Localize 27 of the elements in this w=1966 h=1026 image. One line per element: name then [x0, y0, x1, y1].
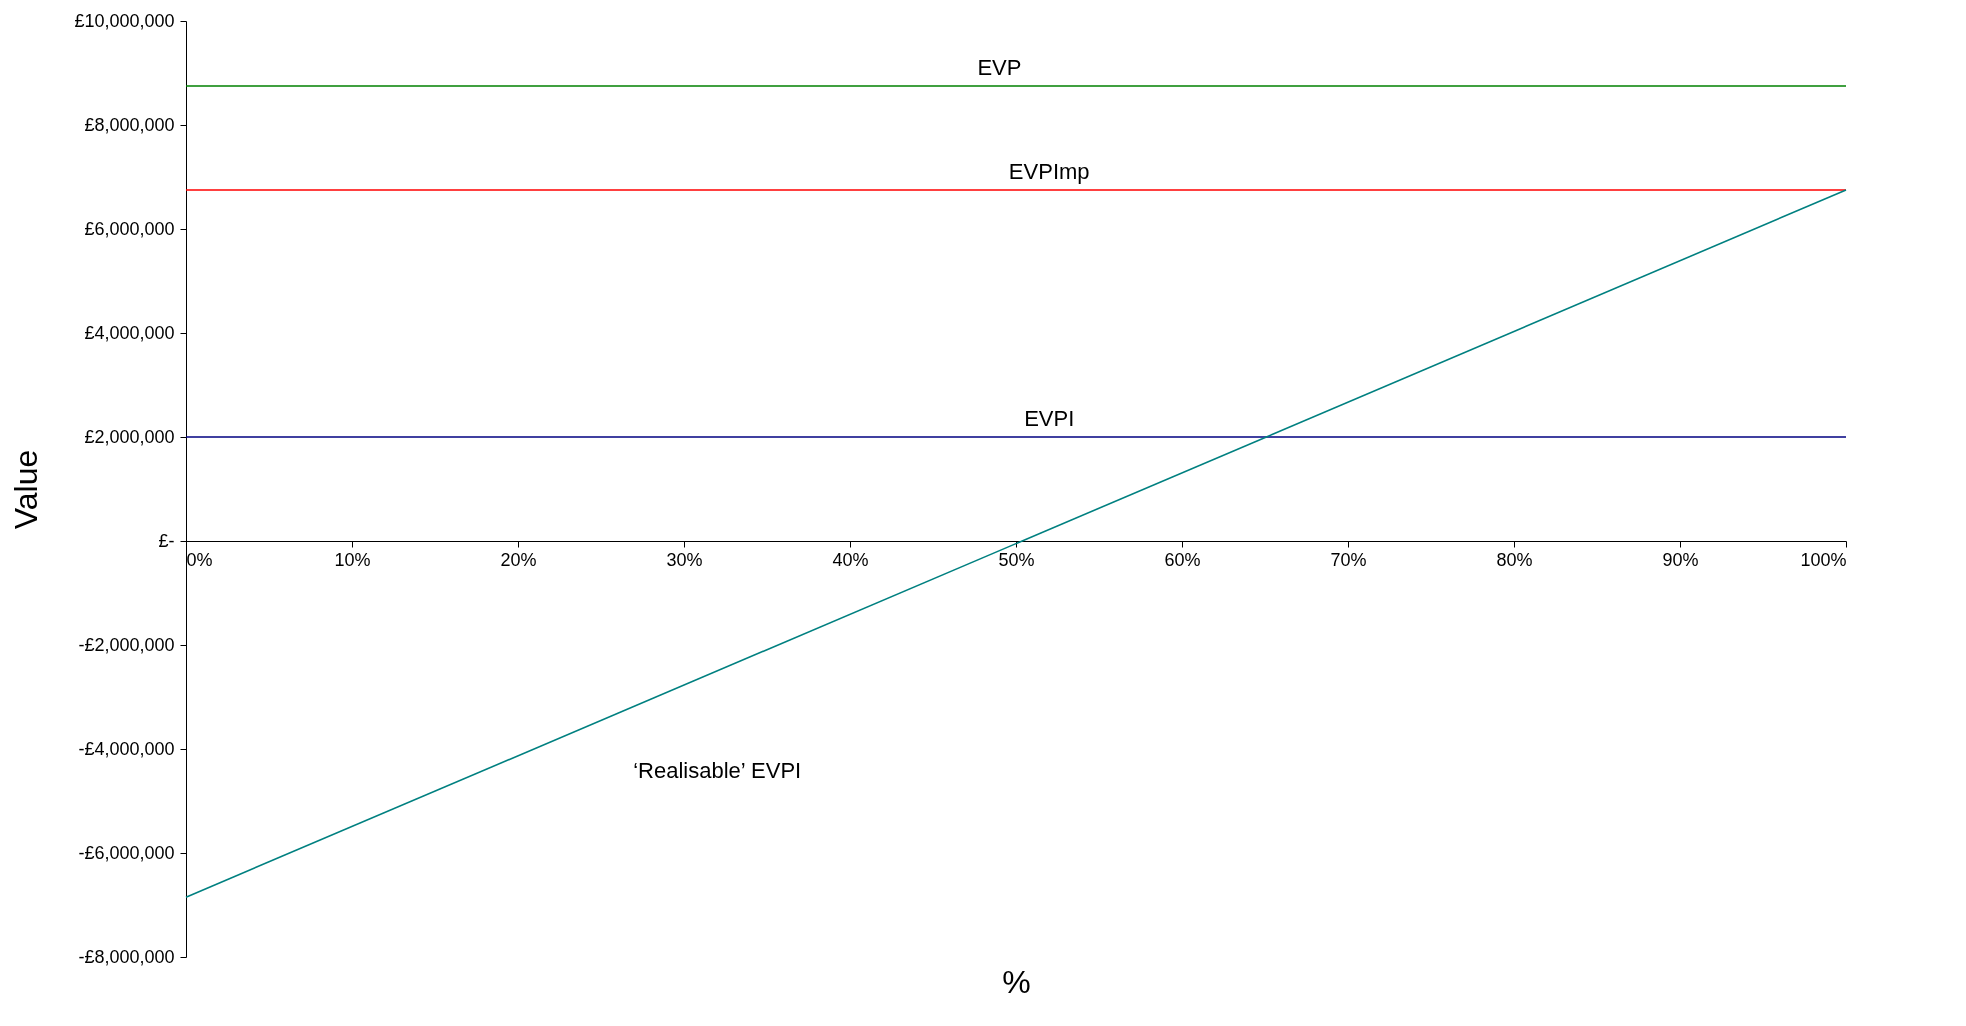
y-tick-label: -£4,000,000 [78, 738, 175, 759]
y-tick-label: £2,000,000 [84, 426, 175, 447]
x-tick-label: 50% [998, 549, 1035, 570]
x-tick-label: 40% [832, 549, 869, 570]
x-tick-label: 0% [186, 549, 213, 570]
x-tick-label: 70% [1330, 549, 1367, 570]
y-tick-label: -£8,000,000 [78, 946, 175, 967]
series-label: EVP [977, 55, 1022, 80]
x-tick-label: 60% [1164, 549, 1201, 570]
x-tick-label: 80% [1496, 549, 1533, 570]
series-label: EVPImp [1008, 159, 1090, 184]
x-tick-label: 20% [500, 549, 537, 570]
x-tick-label: 90% [1662, 549, 1699, 570]
x-tick-label: 30% [666, 549, 703, 570]
y-tick-label: -£2,000,000 [78, 634, 175, 655]
x-tick-label: 100% [1800, 549, 1847, 570]
y-tick-label: £4,000,000 [84, 322, 175, 343]
y-tick-label: -£6,000,000 [78, 842, 175, 863]
text: ‘Realisable’ EVPI [633, 757, 802, 783]
y-tick-label: £8,000,000 [84, 114, 175, 135]
y-tick-label: £- [158, 530, 175, 551]
y-tick-label: £6,000,000 [84, 218, 175, 239]
x-tick-label: 10% [334, 549, 371, 570]
y-axis-title: Value [8, 449, 45, 530]
y-tick-label: £10,000,000 [74, 10, 175, 31]
x-axis-title: % [1002, 963, 1031, 1000]
series-label: EVPI [1024, 406, 1075, 431]
